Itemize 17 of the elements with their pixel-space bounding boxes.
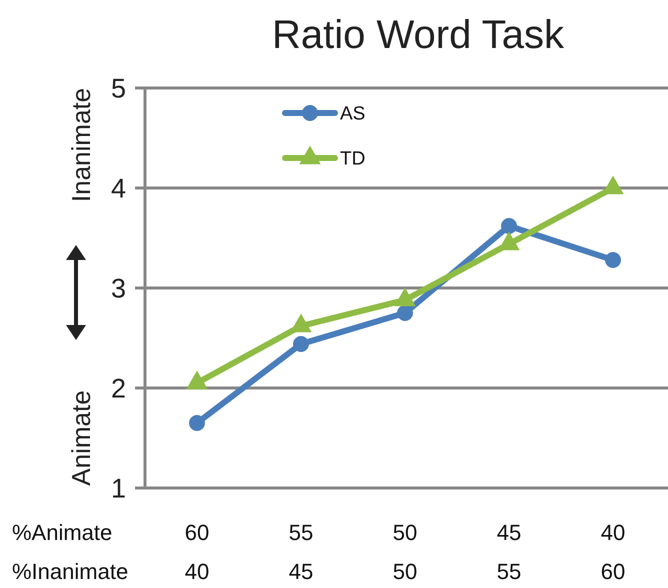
text: Inanimate [66,88,96,202]
y-tick-label: 1 [110,473,126,504]
x-tick-label: 55 45 [288,520,314,584]
y-tick-label: 3 [110,273,126,304]
y-tick-label: 2 [110,373,126,404]
x-tick-label: 40 60 [600,520,626,584]
y-tick-label: 4 [110,173,126,204]
y-tick-label: 5 [110,73,126,104]
x-tick-label: 45 55 [496,520,522,584]
text: %Inanimate [12,559,128,584]
legend-label: AS [340,104,366,125]
chart-title: Ratio Word Task [272,13,565,57]
legend-label: TD [340,148,366,170]
x-tick-label: 50 50 [392,520,418,584]
text: %Animate [12,520,112,545]
text: Animate [66,390,96,486]
x-tick-label: 60 40 [184,520,210,584]
